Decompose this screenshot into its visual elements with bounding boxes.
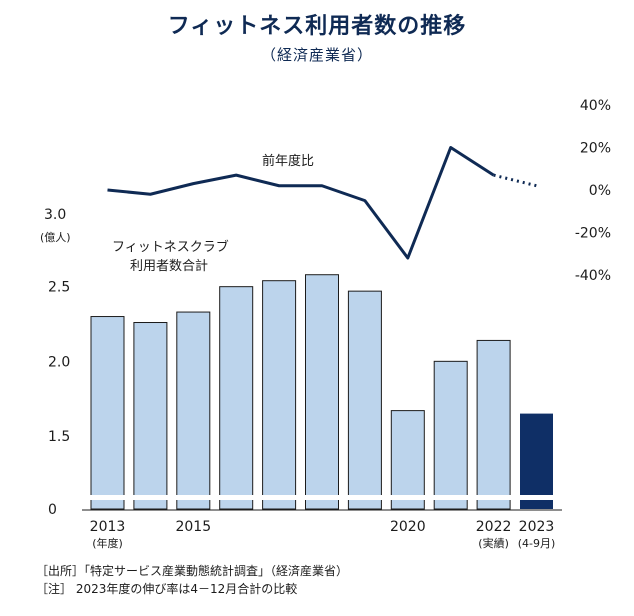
bar-series-label: フィットネスクラブ bbox=[112, 239, 229, 255]
bar-2016 bbox=[219, 286, 254, 510]
bar-2017 bbox=[262, 280, 297, 510]
right-tick-20pct: 20% bbox=[580, 141, 611, 157]
chart-subtitle: （経済産業省） bbox=[260, 46, 373, 64]
right-tick-neg20pct: -20% bbox=[575, 226, 611, 242]
x-tick-sub-2013: (年度) bbox=[92, 536, 123, 550]
x-tick-2020: 2020 bbox=[390, 519, 426, 535]
left-tick-0: 0 bbox=[48, 502, 57, 518]
right-tick-40pct: 40% bbox=[580, 98, 611, 114]
bar-2014 bbox=[133, 322, 168, 510]
line-series-label: 前年度比 bbox=[262, 153, 314, 169]
footnote: ［注］ 2023年度の伸び率は4－12月合計の比較 bbox=[36, 582, 298, 596]
bar-2022 bbox=[476, 339, 511, 510]
bar-2020 bbox=[390, 410, 425, 510]
axis-break bbox=[82, 495, 562, 500]
left-tick-1-5: 1.5 bbox=[48, 429, 70, 445]
bar-2023 bbox=[520, 413, 553, 509]
x-tick-sub-2022: (実績) bbox=[478, 536, 509, 550]
x-tick-2023: 2023 bbox=[519, 519, 555, 535]
x-tick-2013: 2013 bbox=[90, 519, 126, 535]
left-axis-unit: 3.0 bbox=[44, 207, 66, 223]
line-series-projected bbox=[493, 173, 537, 188]
left-tick-2-5: 2.5 bbox=[48, 280, 70, 296]
bar-2015 bbox=[176, 311, 211, 510]
bar-2021 bbox=[433, 360, 468, 510]
x-tick-sub-2023: (4-9月) bbox=[518, 537, 556, 550]
bar-2019 bbox=[347, 290, 382, 510]
x-tick-2022: 2022 bbox=[476, 519, 512, 535]
right-tick-neg40pct: -40% bbox=[575, 268, 611, 284]
left-tick-2-0: 2.0 bbox=[48, 354, 70, 370]
line-series-solid bbox=[107, 146, 495, 260]
source-note: ［出所］「特定サービス産業動態統計調査」（経済産業省） bbox=[36, 564, 349, 578]
left-axis-unit-sub: (億人) bbox=[40, 231, 71, 244]
bar-series-label-2: 利用者数合計 bbox=[130, 258, 208, 274]
bar-2013 bbox=[90, 316, 125, 510]
right-tick-0pct: 0% bbox=[589, 183, 611, 199]
chart-title: フィットネス利用者数の推移 bbox=[167, 14, 467, 39]
bar-2018 bbox=[305, 274, 339, 510]
x-tick-2015: 2015 bbox=[175, 519, 211, 535]
